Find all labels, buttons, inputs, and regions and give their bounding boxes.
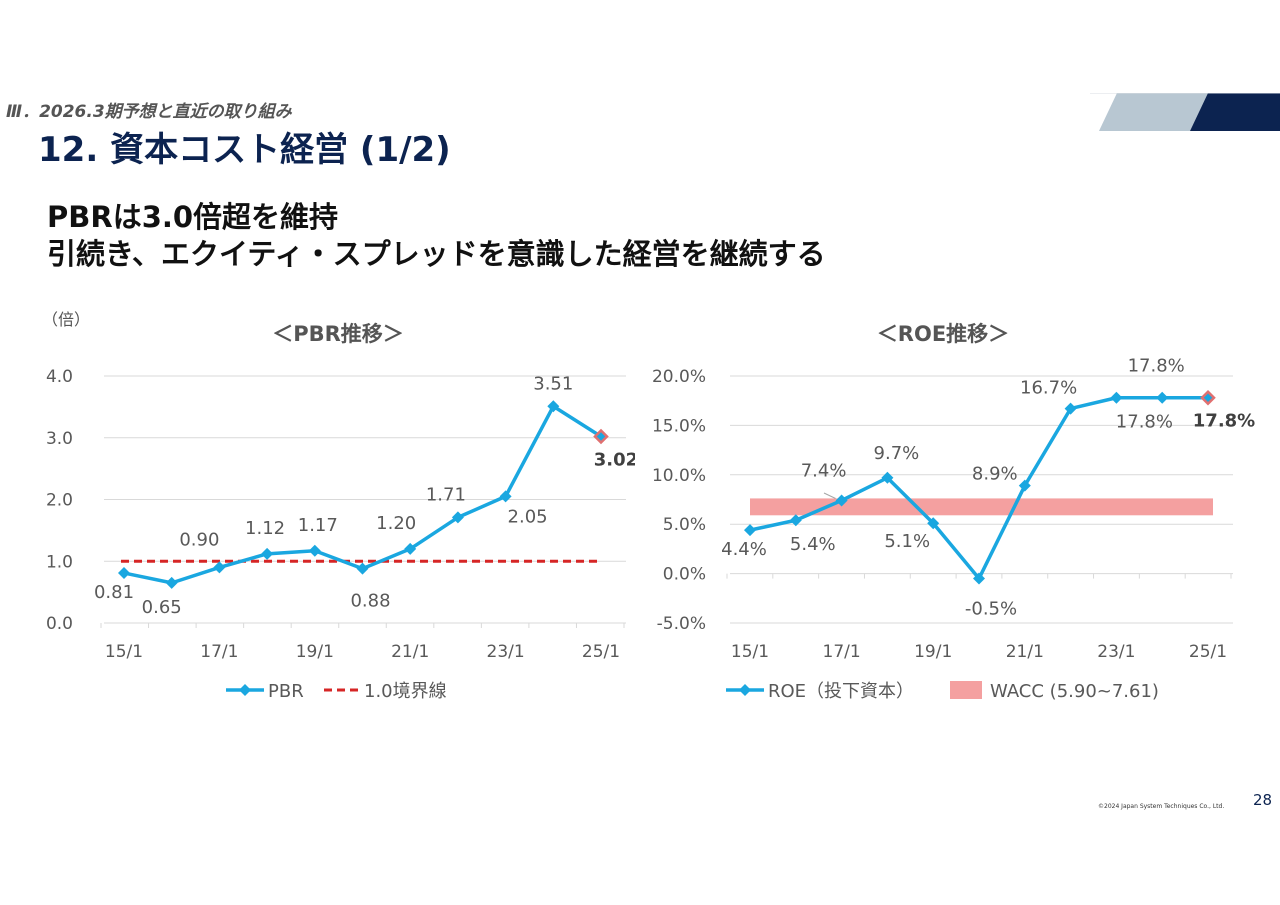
- headline-line-2: 引続き、エクイティ・スプレッドを意識した経営を継続する: [47, 237, 826, 271]
- roe-chart: ＜ROE推移＞ -5.0% 0.0% 5.0% 10.0% 15.0% 20.0% 15/1 1…: [652, 322, 1255, 702]
- data-label: 1.20: [376, 513, 416, 534]
- data-point: [927, 517, 940, 530]
- data-point: [1018, 479, 1031, 492]
- y-tick-label: 5.0%: [663, 515, 706, 535]
- y-tick-label: 10.0%: [652, 466, 706, 486]
- data-point: [789, 514, 802, 527]
- data-point: [835, 494, 848, 507]
- y-tick-label: 2.0: [46, 491, 73, 511]
- data-label: 0.81: [94, 582, 134, 603]
- x-tick-label: 17/1: [200, 642, 238, 662]
- data-label: 16.7%: [1020, 378, 1077, 399]
- data-point: [118, 566, 130, 579]
- data-point: [593, 428, 609, 445]
- series-line: [123, 404, 602, 585]
- x-tick-label: 19/1: [296, 642, 334, 662]
- data-label: 1.12: [245, 518, 285, 539]
- data-point: [404, 542, 417, 555]
- data-label: -0.5%: [965, 599, 1017, 620]
- y-tick-label: 4.0: [46, 367, 73, 387]
- x-tick-label: 23/1: [1097, 642, 1135, 662]
- x-tick-label: 25/1: [582, 642, 620, 662]
- legend-label-series: PBR: [268, 681, 304, 702]
- x-tick-label: 25/1: [1189, 642, 1227, 662]
- data-point: [261, 547, 274, 560]
- y-tick-label: 0.0: [46, 614, 73, 634]
- chart-title: ＜ROE推移＞: [877, 322, 1009, 346]
- copyright: ©2024 Japan System Techniques Co., Ltd.: [1098, 803, 1225, 810]
- data-label: 3.02: [594, 450, 635, 471]
- data-label: 17.8%: [1193, 411, 1255, 432]
- y-tick-label: -5.0%: [657, 614, 706, 634]
- data-label: 8.9%: [972, 464, 1018, 485]
- x-tick-label: 21/1: [391, 642, 429, 662]
- data-label: 17.8%: [1128, 356, 1185, 377]
- data-point: [165, 576, 178, 589]
- x-tick-label: 19/1: [914, 642, 952, 662]
- data-point: [744, 524, 756, 537]
- x-tick-label: 15/1: [105, 642, 143, 662]
- data-label: 5.4%: [790, 534, 836, 555]
- headline-line-1: PBRは3.0倍超を維持: [47, 200, 339, 234]
- data-label: 0.88: [350, 591, 390, 612]
- data-label: 1.71: [426, 484, 466, 505]
- wacc-band: [750, 498, 1213, 516]
- data-label: 7.4%: [801, 460, 847, 481]
- data-label: 2.05: [508, 506, 548, 527]
- data-point: [308, 544, 321, 557]
- data-point: [356, 562, 369, 575]
- decoration-navy-band: [1190, 93, 1280, 131]
- x-tick-label: 21/1: [1006, 642, 1044, 662]
- data-label: 4.4%: [721, 539, 767, 560]
- legend-swatch-band: [950, 681, 982, 699]
- data-label: 17.8%: [1116, 412, 1173, 433]
- y-tick-label: 0.0%: [663, 565, 706, 585]
- data-label: 3.51: [533, 373, 573, 394]
- x-tick-label: 23/1: [487, 642, 525, 662]
- y-unit-label: （倍）: [42, 310, 90, 329]
- data-point: [213, 561, 226, 574]
- legend-marker: [239, 684, 251, 696]
- y-tick-label: 3.0: [46, 429, 73, 449]
- y-tick-label: 15.0%: [652, 416, 706, 436]
- page-title: 12. 資本コスト経営 (1/2): [38, 130, 451, 170]
- data-label: 1.17: [298, 515, 338, 536]
- chart-title: ＜PBR推移＞: [272, 322, 404, 346]
- data-label: 5.1%: [884, 531, 930, 552]
- decoration-steel-band: [1099, 93, 1208, 131]
- data-point: [1064, 402, 1077, 415]
- data-point: [881, 471, 894, 484]
- header-decoration: [1090, 93, 1280, 131]
- legend-label-series: ROE（投下資本）: [768, 681, 914, 702]
- data-point: [973, 572, 985, 585]
- data-point: [1200, 389, 1216, 406]
- x-tick-label: 17/1: [823, 642, 861, 662]
- data-label: 9.7%: [874, 443, 920, 464]
- y-tick-label: 1.0: [46, 552, 73, 572]
- data-label: 0.90: [179, 529, 219, 550]
- y-tick-label: 20.0%: [652, 367, 706, 387]
- legend-label-secondary: WACC (5.90~7.61): [990, 681, 1159, 702]
- legend-marker: [739, 684, 751, 696]
- data-point: [1156, 391, 1169, 404]
- legend-label-secondary: 1.0境界線: [364, 681, 447, 702]
- data-point: [1110, 391, 1123, 404]
- x-tick-label: 15/1: [731, 642, 769, 662]
- page-number: 28: [1253, 791, 1273, 809]
- data-label: 0.65: [142, 597, 182, 618]
- data-point: [499, 490, 512, 503]
- section-label: Ⅲ．2026.3期予想と直近の取り組み: [6, 102, 292, 122]
- leader-line: [823, 492, 836, 499]
- pbr-chart: ＜PBR推移＞ （倍） 0.0 1.0 2.0 3.0 4.0 15/1 17/1 19/1 21/…: [42, 310, 635, 702]
- data-point: [547, 400, 560, 413]
